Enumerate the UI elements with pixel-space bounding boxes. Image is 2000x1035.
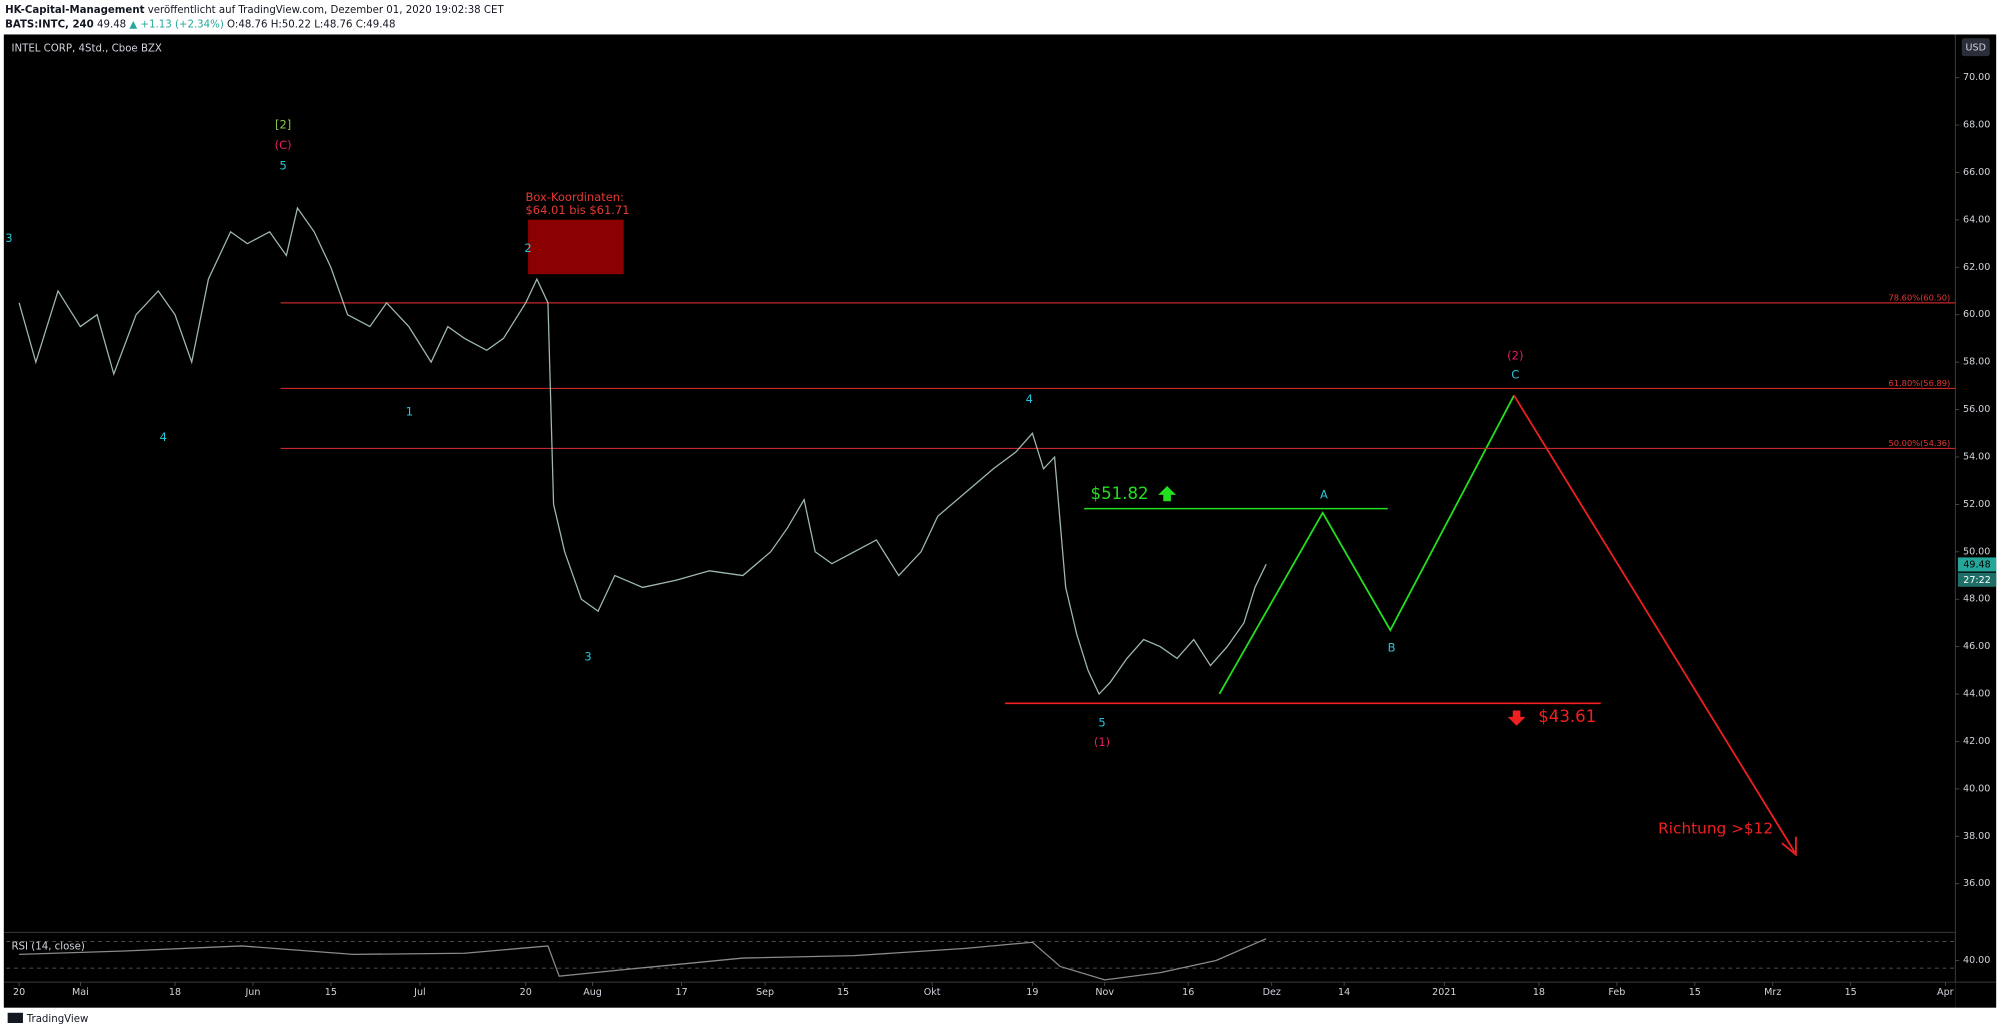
y-tick-label: 66.00 (1963, 167, 1990, 178)
y-tick-label: 60.00 (1963, 309, 1990, 320)
x-tick-label: Mrz (1764, 987, 1781, 998)
down-arrow (1507, 710, 1526, 726)
price-line (18, 206, 1267, 696)
axis-bg (1955, 34, 1997, 1008)
x-tick-label: Jun (244, 987, 260, 998)
x-tick-label: Mai (72, 987, 89, 998)
wave-label: [2] (275, 118, 291, 132)
y-tick-label: 56.00 (1963, 404, 1990, 415)
chart-title: INTEL CORP, 4Std., Cboe BZX (11, 43, 161, 54)
wave-label: 5 (280, 158, 287, 172)
projection-arrowhead (1781, 836, 1797, 857)
box-text: $64.01 bis $61.71 (526, 203, 630, 217)
wave-label: C (1511, 368, 1519, 382)
target-label: $51.82 (1091, 484, 1149, 503)
symbol: BATS:INTC, 240 (5, 19, 94, 30)
target-label: $43.61 (1538, 707, 1596, 726)
x-tick-label: 18 (169, 987, 181, 998)
projection-down (1513, 394, 1796, 853)
y-tick-label: 40.00 (1963, 783, 1990, 794)
rsi-y-tick-label: 40.00 (1963, 955, 1990, 966)
y-tick-label: 50.00 (1963, 546, 1990, 557)
wave-label: (2) (1507, 348, 1523, 362)
y-tick-label: 58.00 (1963, 357, 1990, 368)
symbol-line: BATS:INTC, 240 49.48 ▲ +1.13 (+2.34%) O:… (5, 19, 395, 30)
wave-label: 5 (1098, 716, 1105, 730)
fib-label: 50.00%(54.36) (1889, 438, 1951, 448)
x-tick-label: 15 (1845, 987, 1857, 998)
x-tick-label: 15 (325, 987, 337, 998)
x-tick-label: 20 (13, 987, 25, 998)
box-zone (528, 219, 624, 275)
x-tick-label: Dez (1263, 987, 1281, 998)
direction-note: Richtung >$12 (1658, 820, 1773, 838)
x-tick-label: 17 (676, 987, 688, 998)
x-tick-label: 20 (520, 987, 532, 998)
countdown: 27:22 (1963, 575, 1991, 586)
price-label: 49.48 (1963, 560, 1990, 571)
y-tick-label: 46.00 (1963, 641, 1990, 652)
y-tick-label: 36.00 (1963, 878, 1990, 889)
price-badge (1957, 557, 1997, 572)
x-tick-label: 18 (1533, 987, 1545, 998)
wave-label: 3 (5, 231, 12, 245)
x-tick-label: Sep (756, 987, 774, 998)
x-tick-label: 2021 (1432, 987, 1456, 998)
y-tick-label: 64.00 (1963, 214, 1990, 225)
x-tick-label: 14 (1338, 987, 1350, 998)
y-tick-label: 54.00 (1963, 451, 1990, 462)
y-tick-label: 68.00 (1963, 120, 1990, 131)
published: veröffentlicht auf TradingView.com, Deze… (148, 5, 505, 16)
box-title: Box-Koordinaten: (526, 190, 624, 204)
currency-badge (1961, 38, 1990, 57)
logo (7, 1012, 23, 1023)
rsi-line (19, 938, 1267, 981)
change: ▲ +1.13 (+2.34%) (129, 19, 223, 30)
y-tick-label: 38.00 (1963, 831, 1990, 842)
last: 49.48 (97, 19, 126, 30)
x-tick-label: 15 (837, 987, 849, 998)
x-tick-label: Apr (1937, 987, 1954, 998)
wave-label: 3 (584, 649, 591, 663)
x-tick-label: Okt (924, 987, 941, 998)
x-tick-label: 16 (1182, 987, 1194, 998)
projection-up (1218, 395, 1515, 695)
x-tick-label: Aug (583, 987, 602, 998)
up-arrow (1158, 485, 1177, 502)
fib-label: 61.80%(56.89) (1889, 378, 1951, 388)
wave-label: 1 (406, 405, 413, 419)
rsi-title: RSI (14, close) (11, 941, 84, 952)
x-tick-label: 15 (1689, 987, 1701, 998)
y-tick-label: 48.00 (1963, 594, 1990, 605)
wave-label: A (1320, 487, 1328, 501)
footer: TradingView (26, 1014, 89, 1025)
wave-label: 4 (160, 430, 167, 444)
ohlc: O:48.76 H:50.22 L:48.76 C:49.48 (227, 19, 395, 30)
header-line: HK-Capital-Management veröffentlicht auf… (5, 5, 504, 16)
publisher: HK-Capital-Management (5, 5, 144, 16)
wave-label: 2 (524, 241, 531, 255)
wave-label: (1) (1094, 735, 1110, 749)
countdown-badge (1957, 572, 1997, 587)
x-tick-label: Nov (1095, 987, 1114, 998)
wave-label: B (1388, 640, 1396, 654)
fib-label: 78.60%(60.50) (1889, 292, 1951, 302)
x-tick-label: Feb (1608, 987, 1625, 998)
currency: USD (1966, 42, 1986, 53)
x-tick-label: 19 (1026, 987, 1038, 998)
y-tick-label: 44.00 (1963, 689, 1990, 700)
y-tick-label: 62.00 (1963, 262, 1990, 273)
wave-label: (C) (275, 138, 292, 152)
x-tick-label: Jul (413, 987, 426, 998)
y-tick-label: 70.00 (1963, 72, 1990, 83)
plot-bg (3, 34, 1956, 1008)
wave-label: 4 (1026, 392, 1033, 406)
y-tick-label: 42.00 (1963, 736, 1990, 747)
y-tick-label: 52.00 (1963, 499, 1990, 510)
